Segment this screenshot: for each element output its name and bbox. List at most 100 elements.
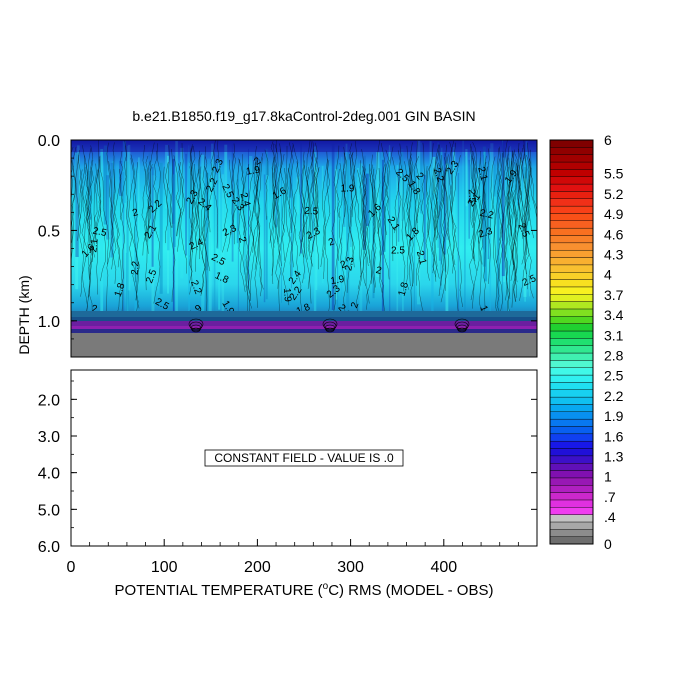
contour-line [301, 140, 313, 243]
contour-label: 2 [413, 171, 425, 183]
field-streak [165, 144, 169, 209]
contour-line [470, 155, 474, 229]
contour-line [86, 160, 94, 298]
contour-line [282, 145, 291, 306]
contour-line [524, 149, 532, 255]
seafloor-contour [454, 318, 470, 330]
colorbar-box [549, 477, 594, 486]
field-streak [265, 148, 268, 300]
contour-line [229, 159, 237, 236]
colorbar-label: .7 [604, 489, 616, 505]
contour-line [469, 143, 483, 316]
contour-line [112, 142, 124, 314]
contour-line [523, 154, 535, 239]
field-streak [237, 157, 239, 313]
colorbar-box [549, 382, 594, 390]
field-streak [453, 146, 455, 201]
field-streak [313, 146, 317, 320]
contour-label: 1.8 [397, 281, 412, 298]
y-tick-label: 1.0 [38, 314, 60, 331]
field-streak [470, 148, 471, 205]
land-mask [71, 333, 537, 357]
contour-line [173, 155, 182, 237]
field-streak [263, 174, 266, 303]
colorbar-box [549, 294, 594, 302]
colorbar-box [549, 323, 594, 332]
contour-line [105, 161, 114, 319]
contour-label: 2.5 [516, 222, 532, 239]
colorbar-box [549, 316, 594, 324]
colorbar-box [549, 213, 594, 221]
field-streak [224, 144, 228, 277]
field-streak [134, 167, 138, 320]
contour-line [84, 155, 94, 262]
contour-label: 2.5 [144, 268, 159, 285]
seafloor-contour [190, 324, 202, 332]
colorbar-box [549, 411, 594, 420]
contour-label: 2.1 [88, 238, 100, 253]
contour-line [165, 145, 170, 244]
contour-label: 2.2 [188, 279, 203, 296]
contour-line [276, 143, 282, 319]
field-streak [468, 159, 470, 239]
contour-line [245, 156, 261, 309]
contour-line [253, 146, 264, 290]
y-tick-label: 4.0 [38, 466, 60, 483]
contour-line [349, 153, 354, 218]
contour-line [279, 167, 286, 267]
field-streak [112, 161, 114, 257]
contour-line [338, 162, 346, 314]
contour-line [91, 156, 102, 249]
contour-line [525, 158, 530, 290]
contour-line [526, 154, 537, 221]
contour-line [206, 140, 216, 233]
colorbar-box [549, 161, 594, 170]
colorbar-frame [549, 139, 594, 545]
field-streak [266, 175, 269, 217]
field-streak [231, 140, 234, 262]
contour-line [111, 168, 122, 284]
field-streak [221, 174, 225, 320]
field-streak [148, 146, 151, 206]
field-streak [376, 152, 380, 278]
colorbar-box [549, 345, 594, 354]
seafloor-band [71, 311, 537, 317]
field-streak [336, 151, 339, 320]
contour-label: 2.5 [391, 246, 405, 257]
contour-label: 2.5 [521, 273, 539, 289]
colorbar-box [549, 176, 594, 185]
contour-line [245, 161, 258, 294]
contour-line [488, 148, 500, 284]
field-streak [199, 173, 202, 221]
x-axis: 0 100 200 300 400 [67, 539, 538, 576]
field-streak [138, 157, 140, 258]
contour-line [269, 140, 277, 244]
field-streak [525, 141, 528, 234]
field-streak [482, 166, 485, 250]
field-streak [175, 141, 178, 317]
field-streak [417, 140, 421, 305]
contour-line [288, 142, 294, 278]
contour-line [413, 156, 420, 230]
contour-line [517, 148, 525, 232]
field-streak [413, 163, 416, 320]
contour-line [357, 169, 365, 233]
colorbar-labels: 0 .4 .7 1 1.3 1.6 1.9 2.2 2.5 2.8 3.1 3.4 3.7 4 4.3 4.6… [604, 132, 624, 552]
y-tick-label: 0.5 [38, 223, 60, 240]
seafloor-band [71, 317, 537, 321]
colorbar-box [549, 301, 594, 310]
contour-line [331, 168, 340, 261]
contour-line [404, 161, 411, 247]
colorbar-box [549, 492, 594, 501]
y-axis-label: DEPTH (km) [16, 275, 32, 354]
colorbar-label: 1.9 [604, 408, 624, 424]
contour-line [149, 143, 159, 238]
contour-line [470, 146, 476, 221]
contour-line [85, 145, 94, 224]
field-streak [356, 168, 359, 202]
field-streak [300, 141, 302, 254]
contour-line [153, 150, 161, 304]
field-streak [296, 176, 300, 215]
field-streak [213, 171, 216, 320]
contour-line [520, 151, 528, 232]
